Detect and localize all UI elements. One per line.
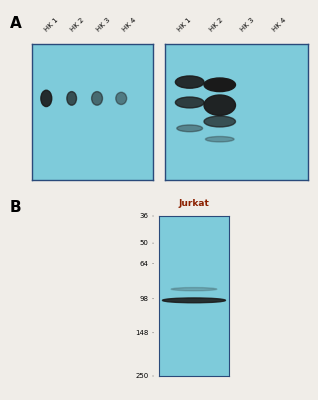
Ellipse shape — [204, 78, 235, 92]
Text: Jurkat: Jurkat — [178, 199, 210, 208]
Text: 50: 50 — [140, 240, 149, 246]
Text: 148: 148 — [135, 330, 149, 336]
Ellipse shape — [171, 288, 217, 291]
Text: HK 1: HK 1 — [44, 17, 60, 33]
Ellipse shape — [177, 125, 203, 132]
Text: HK 4: HK 4 — [271, 17, 287, 33]
Ellipse shape — [92, 92, 102, 105]
Ellipse shape — [162, 298, 225, 303]
Ellipse shape — [204, 116, 235, 127]
Ellipse shape — [204, 95, 235, 115]
Ellipse shape — [116, 92, 127, 104]
Text: HK 3: HK 3 — [240, 17, 256, 33]
Ellipse shape — [41, 90, 52, 106]
Ellipse shape — [176, 97, 204, 108]
Ellipse shape — [67, 92, 77, 105]
Text: HK 2: HK 2 — [208, 17, 224, 33]
Text: A: A — [10, 16, 21, 31]
Text: 250: 250 — [135, 373, 149, 379]
Text: HK 2: HK 2 — [70, 17, 86, 33]
Text: 36: 36 — [140, 213, 149, 219]
Text: 98: 98 — [140, 296, 149, 302]
Ellipse shape — [176, 76, 204, 88]
Ellipse shape — [205, 136, 234, 142]
Text: 64: 64 — [140, 260, 149, 266]
Text: HK 1: HK 1 — [177, 17, 193, 33]
Text: B: B — [10, 200, 21, 215]
Text: HK 3: HK 3 — [96, 17, 112, 33]
Text: HK 4: HK 4 — [122, 17, 138, 33]
